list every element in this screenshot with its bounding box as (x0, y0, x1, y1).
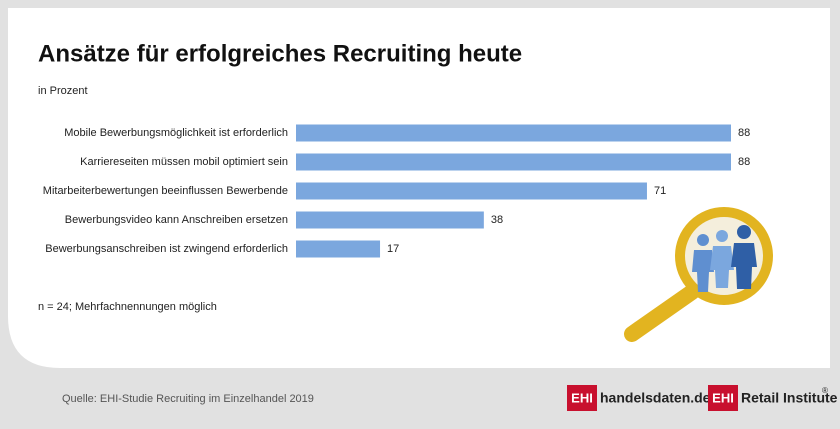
logo-text: handelsdaten.de (600, 390, 711, 406)
logo-text: Retail Institute (741, 390, 838, 406)
value-label: 88 (738, 156, 750, 168)
logo-badge-text: EHI (712, 390, 734, 405)
logo-badge (567, 385, 597, 411)
bar (296, 153, 731, 171)
category-label: Bewerbungsanschreiben ist zwingend erfor… (45, 243, 288, 255)
category-label: Mobile Bewerbungsmöglichkeit ist erforde… (64, 127, 288, 139)
note: n = 24; Mehrfachnennungen möglich (38, 301, 217, 313)
category-label: Karriereseiten müssen mobil optimiert se… (80, 156, 288, 168)
category-label: Bewerbungsvideo kann Anschreiben ersetze… (65, 214, 288, 226)
chart-title: Ansätze für erfolgreiches Recruiting heu… (38, 40, 522, 67)
bar (296, 182, 647, 200)
value-label: 88 (738, 127, 750, 139)
logo-badge-text: EHI (571, 390, 593, 405)
subtitle: in Prozent (38, 85, 88, 97)
value-label: 38 (491, 214, 503, 226)
logo-badge (708, 385, 738, 411)
registered-mark: ® (822, 386, 828, 395)
bar (296, 211, 484, 229)
bar (296, 240, 381, 258)
value-label: 71 (654, 185, 666, 197)
category-label: Mitarbeiterbewertungen beeinflussen Bewe… (43, 185, 288, 197)
source: Quelle: EHI-Studie Recruiting im Einzelh… (62, 393, 314, 405)
value-label: 17 (387, 243, 399, 255)
bar (296, 124, 731, 142)
magnifier-icon (624, 207, 773, 342)
